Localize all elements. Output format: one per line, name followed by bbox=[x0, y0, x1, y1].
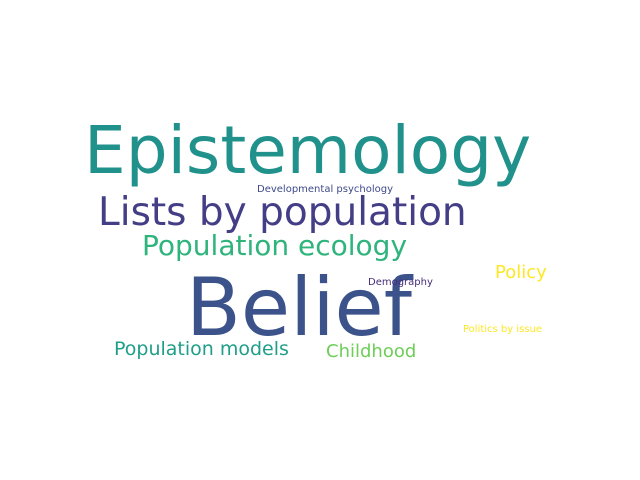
word-epistemology: Epistemology bbox=[84, 112, 532, 189]
word-politics-by-issue: Politics by issue bbox=[463, 324, 543, 335]
word-population-models: Population models bbox=[114, 338, 289, 360]
word-childhood: Childhood bbox=[326, 341, 417, 362]
word-policy: Policy bbox=[495, 262, 547, 283]
word-population-ecology: Population ecology bbox=[142, 229, 408, 262]
word-developmental-psychology: Developmental psychology bbox=[257, 184, 393, 195]
word-demography: Demography bbox=[368, 277, 433, 288]
word-lists-by-population: Lists by population bbox=[98, 190, 467, 235]
word-belief: Belief bbox=[186, 261, 412, 354]
